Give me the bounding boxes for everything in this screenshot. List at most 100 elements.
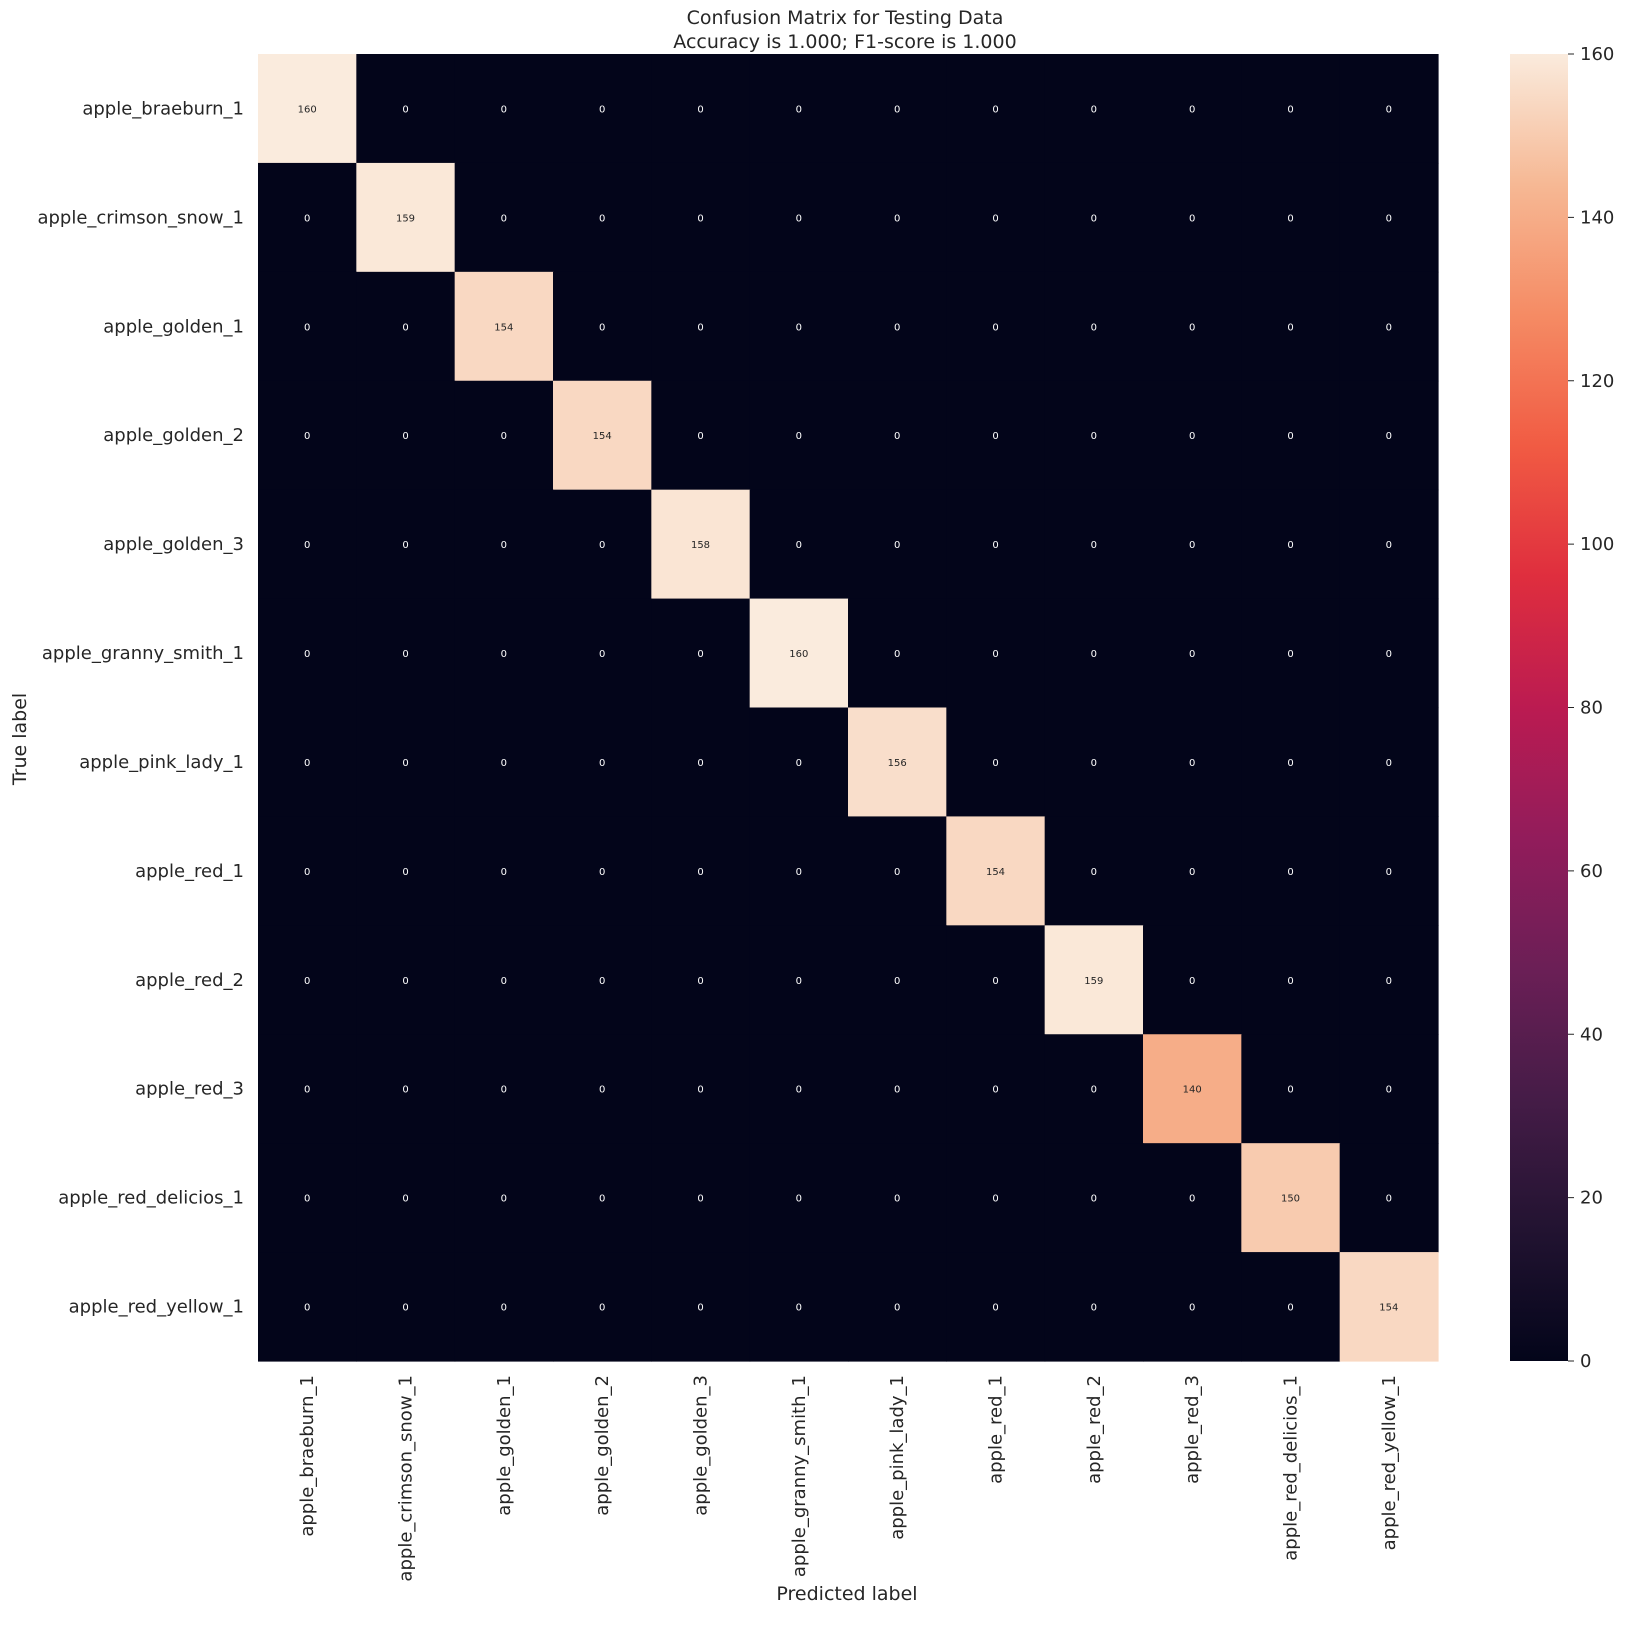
heatmap-cell bbox=[651, 925, 751, 1035]
heatmap-cell bbox=[1143, 1252, 1242, 1362]
heatmap-cell bbox=[1044, 1143, 1144, 1253]
cell-value-label: 0 bbox=[992, 431, 998, 442]
heatmap-cell bbox=[553, 1252, 652, 1362]
heatmap-cell bbox=[848, 380, 947, 491]
cell-value-label: 0 bbox=[894, 104, 900, 115]
cell-value-label: 0 bbox=[1287, 213, 1293, 224]
y-tick-label: apple_red_yellow_1 bbox=[69, 1297, 244, 1318]
heatmap-cell bbox=[356, 1034, 456, 1144]
heatmap-cell bbox=[1044, 489, 1144, 600]
cell-value-label: 0 bbox=[402, 104, 408, 115]
cell-value-label: 0 bbox=[402, 867, 408, 878]
heatmap-cell bbox=[749, 380, 849, 491]
colorbar-tick-label: 140 bbox=[1580, 207, 1614, 228]
cell-value-label: 0 bbox=[1386, 322, 1392, 333]
heatmap-cell bbox=[356, 1252, 456, 1362]
heatmap-cell bbox=[1143, 1034, 1242, 1144]
heatmap-cell bbox=[258, 598, 357, 709]
cell-value-label: 0 bbox=[599, 649, 605, 660]
heatmap-cells: 160 0 0 0 0 0 0 0 0 0 0 0 0 159 0 0 0 0 0 0 0 0 0 0 0 0 154 0 0 0 0 0 0 0… bbox=[258, 54, 1439, 1362]
cell-value-label: 0 bbox=[992, 1085, 998, 1096]
heatmap-cell bbox=[258, 1034, 357, 1144]
cell-value-label: 0 bbox=[1091, 322, 1097, 333]
heatmap-cell bbox=[946, 489, 1046, 600]
heatmap-cell bbox=[1339, 1143, 1439, 1253]
cell-value-label: 0 bbox=[894, 1194, 900, 1205]
cell-value-label: 0 bbox=[599, 104, 605, 115]
heatmap-cell bbox=[848, 598, 947, 709]
cell-value-label: 0 bbox=[501, 431, 507, 442]
cell-value-label: 0 bbox=[501, 976, 507, 987]
heatmap-cell bbox=[749, 707, 849, 818]
cell-value-label: 0 bbox=[1386, 1194, 1392, 1205]
cell-value-label: 0 bbox=[894, 431, 900, 442]
x-axis-label: Predicted label bbox=[776, 1583, 917, 1605]
cell-value-label: 0 bbox=[894, 649, 900, 660]
cell-value-label: 0 bbox=[796, 976, 802, 987]
cell-value-label: 160 bbox=[789, 649, 808, 660]
heatmap-cell bbox=[454, 598, 554, 709]
cell-value-label: 0 bbox=[599, 1085, 605, 1096]
cell-value-label: 0 bbox=[894, 540, 900, 551]
heatmap-cell bbox=[356, 1143, 456, 1253]
cell-value-label: 0 bbox=[1189, 104, 1195, 115]
cell-value-label: 0 bbox=[796, 104, 802, 115]
y-axis-label: True label bbox=[9, 693, 31, 786]
heatmap-cell bbox=[848, 1034, 947, 1144]
cell-value-label: 0 bbox=[1189, 976, 1195, 987]
y-tick-label: apple_red_delicios_1 bbox=[58, 1188, 244, 1209]
cell-value-label: 0 bbox=[402, 758, 408, 769]
heatmap-cell bbox=[651, 1034, 751, 1144]
heatmap-cell bbox=[749, 1252, 849, 1362]
heatmap-cell bbox=[1241, 925, 1341, 1035]
cell-value-label: 0 bbox=[1189, 1303, 1195, 1314]
cell-value-label: 154 bbox=[986, 867, 1005, 878]
cell-value-label: 0 bbox=[1287, 867, 1293, 878]
cell-value-label: 0 bbox=[304, 976, 310, 987]
heatmap-cell bbox=[1241, 1143, 1341, 1253]
y-tick-label: apple_granny_smith_1 bbox=[42, 643, 244, 664]
cell-value-label: 0 bbox=[1287, 649, 1293, 660]
y-tick-label: apple_red_1 bbox=[135, 861, 244, 882]
heatmap-cell bbox=[848, 707, 947, 818]
heatmap-cell bbox=[1143, 1143, 1242, 1253]
heatmap-cell bbox=[454, 380, 554, 491]
heatmap-cell bbox=[356, 271, 456, 382]
heatmap-cell bbox=[356, 816, 456, 926]
heatmap-cell bbox=[946, 707, 1046, 818]
cell-value-label: 0 bbox=[402, 976, 408, 987]
heatmap-cell bbox=[454, 925, 554, 1035]
colorbar-ticks: 0 20 40 60 80 100 120 140 160 bbox=[1568, 44, 1614, 1372]
cell-value-label: 0 bbox=[1386, 1085, 1392, 1096]
cell-value-label: 0 bbox=[992, 976, 998, 987]
heatmap-cell bbox=[1044, 925, 1144, 1035]
cell-value-label: 0 bbox=[697, 1085, 703, 1096]
heatmap-cell bbox=[1143, 816, 1242, 926]
heatmap-cell bbox=[258, 1252, 357, 1362]
cell-value-label: 0 bbox=[894, 867, 900, 878]
cell-value-label: 0 bbox=[1189, 867, 1195, 878]
cell-value-label: 0 bbox=[1091, 1303, 1097, 1314]
colorbar-tick-label: 60 bbox=[1580, 861, 1603, 882]
cell-value-label: 0 bbox=[304, 213, 310, 224]
cell-value-label: 0 bbox=[402, 649, 408, 660]
chart-title: Confusion Matrix for Testing Data bbox=[687, 7, 1004, 29]
cell-value-label: 0 bbox=[1287, 1303, 1293, 1314]
cell-value-label: 0 bbox=[796, 1303, 802, 1314]
heatmap-cell bbox=[946, 1143, 1046, 1253]
heatmap-cell bbox=[651, 489, 751, 600]
heatmap-cell bbox=[749, 1143, 849, 1253]
cell-value-label: 0 bbox=[304, 431, 310, 442]
heatmap-cell bbox=[553, 489, 652, 600]
x-tick-label: apple_crimson_snow_1 bbox=[396, 1375, 417, 1582]
cell-value-label: 0 bbox=[1287, 540, 1293, 551]
cell-value-label: 154 bbox=[494, 322, 513, 333]
cell-value-label: 0 bbox=[304, 322, 310, 333]
cell-value-label: 0 bbox=[1386, 758, 1392, 769]
colorbar-tick-label: 160 bbox=[1580, 44, 1614, 65]
cell-value-label: 159 bbox=[396, 213, 415, 224]
cell-value-label: 0 bbox=[697, 649, 703, 660]
cell-value-label: 0 bbox=[1386, 431, 1392, 442]
heatmap-cell bbox=[553, 162, 652, 273]
